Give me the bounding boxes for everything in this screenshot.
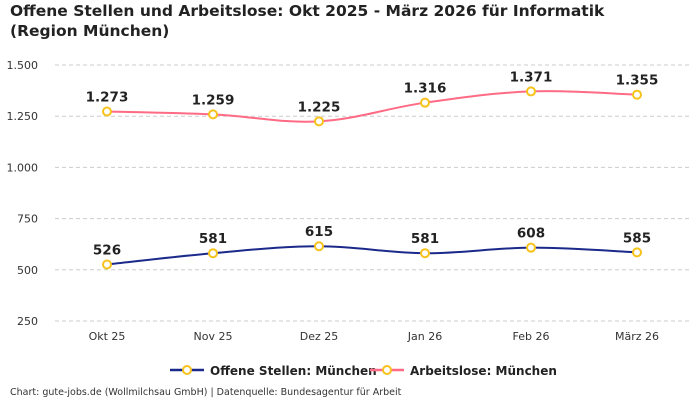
data-point bbox=[526, 86, 536, 97]
series-line-0 bbox=[106, 245, 638, 266]
series-line-1 bbox=[106, 90, 638, 123]
data-point bbox=[102, 106, 112, 117]
y-tick-label: 250 bbox=[17, 315, 38, 328]
chart-title: Offene Stellen und Arbeitslose: Okt 2025… bbox=[10, 2, 605, 40]
chart-source-footer: Chart: gute-jobs.de (Wollmilchsau GmbH) … bbox=[10, 387, 402, 398]
y-tick-label: 1.000 bbox=[7, 161, 39, 174]
legend-marker bbox=[182, 365, 192, 375]
data-point bbox=[420, 248, 430, 259]
data-label: 1.316 bbox=[404, 81, 447, 97]
x-tick-label: Feb 26 bbox=[513, 330, 550, 343]
x-tick-label: Dez 25 bbox=[300, 330, 339, 343]
data-label: 1.371 bbox=[510, 69, 553, 85]
data-point bbox=[420, 97, 430, 108]
data-point bbox=[632, 89, 642, 100]
x-tick-label: Nov 25 bbox=[194, 330, 233, 343]
data-point bbox=[102, 259, 112, 270]
data-label: 526 bbox=[93, 242, 121, 258]
data-label: 581 bbox=[411, 231, 439, 247]
data-label: 1.273 bbox=[86, 89, 129, 105]
y-tick-label: 750 bbox=[17, 213, 38, 226]
data-point bbox=[314, 116, 324, 127]
x-tick-label: März 26 bbox=[615, 330, 659, 343]
data-label: 1.355 bbox=[616, 73, 659, 89]
data-label: 1.259 bbox=[192, 92, 235, 108]
data-point bbox=[526, 242, 536, 253]
data-label: 1.225 bbox=[298, 99, 341, 115]
data-label: 608 bbox=[517, 226, 545, 242]
x-tick-label: Jan 26 bbox=[407, 330, 442, 343]
data-point bbox=[632, 247, 642, 258]
y-tick-label: 1.250 bbox=[7, 110, 39, 123]
data-label: 615 bbox=[305, 224, 333, 240]
legend-label: Arbeitslose: München bbox=[410, 364, 557, 378]
data-label: 581 bbox=[199, 231, 227, 247]
legend-marker bbox=[382, 365, 392, 375]
y-tick-label: 500 bbox=[17, 264, 38, 277]
data-label: 585 bbox=[623, 230, 651, 246]
data-point bbox=[314, 241, 324, 252]
data-point bbox=[208, 248, 218, 259]
y-tick-label: 1.500 bbox=[7, 59, 39, 72]
x-tick-label: Okt 25 bbox=[89, 330, 126, 343]
legend-label: Offene Stellen: München bbox=[210, 364, 377, 378]
data-point bbox=[208, 109, 218, 120]
